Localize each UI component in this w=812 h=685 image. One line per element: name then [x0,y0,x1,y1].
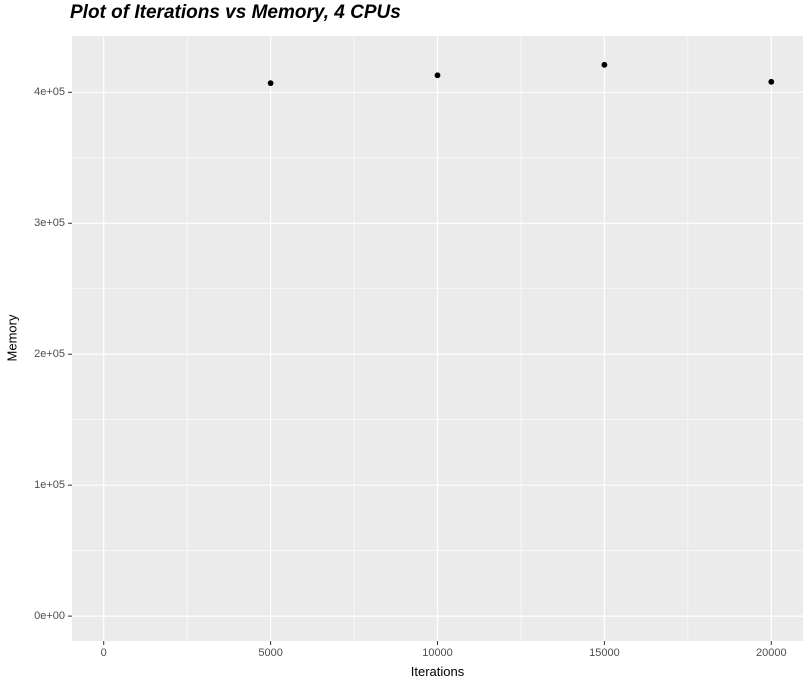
x-tick-label: 15000 [589,647,620,659]
x-tick-label: 0 [100,647,107,659]
y-tick-label: 4e+05 [34,86,65,99]
plot-canvas [68,36,803,645]
y-tick-label: 1e+05 [34,479,65,492]
x-tick-label: 20000 [755,647,787,659]
chart-title: Plot of Iterations vs Memory, 4 CPUs [70,2,401,23]
y-tick-label: 2e+05 [34,348,65,361]
data-point [267,80,274,87]
y-tick-label: 3e+05 [34,217,65,230]
x-axis-title: Iterations [410,664,465,679]
y-tick-label: 0e+00 [34,610,65,623]
data-point [768,78,775,85]
plot-panel [68,36,803,645]
x-tick-label: 10000 [422,647,453,659]
x-tick-label: 5000 [258,647,283,659]
data-point [434,72,441,79]
data-point [601,61,608,68]
